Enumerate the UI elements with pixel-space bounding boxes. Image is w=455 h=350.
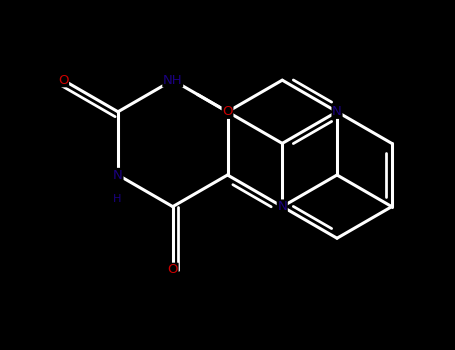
Text: NH: NH <box>163 74 182 87</box>
Text: O: O <box>167 263 178 276</box>
Text: N: N <box>332 105 342 118</box>
Text: O: O <box>222 105 233 118</box>
Text: N: N <box>278 200 287 213</box>
Text: H: H <box>112 194 121 204</box>
Text: N: N <box>113 168 123 182</box>
Text: O: O <box>58 74 69 87</box>
